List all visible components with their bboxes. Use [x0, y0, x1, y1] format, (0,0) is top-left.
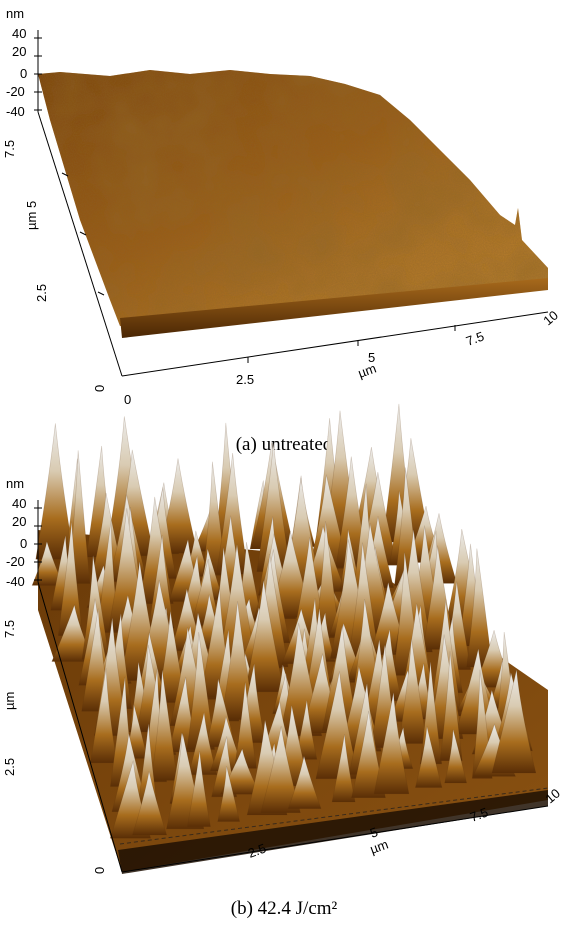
afm-spike: [148, 535, 175, 629]
z-tick: -20: [6, 554, 25, 569]
afm-spike: [256, 443, 291, 572]
y-tick: 2.5: [34, 284, 49, 302]
z-tick: 40: [12, 496, 26, 511]
afm-3d-plot-treated: nm 40 20 0 -20 -40 7.5 µm 2.5 0 2.5 5 µm…: [2, 403, 563, 874]
caption-treated: (b) 42.4 J/cm²: [230, 898, 338, 919]
afm-axes-untreated: [34, 30, 549, 377]
y-tick: 0: [92, 867, 107, 874]
afm-spike: [188, 712, 218, 775]
y-tick: 2.5: [2, 758, 17, 776]
afm-side-face-untreated: [120, 278, 548, 338]
y-axis-unit: µm: [24, 212, 39, 230]
afm-spike: [398, 638, 428, 744]
x-tick: 10: [540, 308, 561, 329]
afm-spike: [315, 521, 340, 638]
afm-3d-plot-untreated: nm 40 20 0 -20 -40 7.5 µm 5 2.5 0 0 2.5 …: [2, 6, 561, 407]
y-axis-unit: µm: [2, 692, 17, 710]
z-tick: 20: [12, 44, 26, 59]
z-tick: 40: [12, 26, 26, 41]
afm-spike: [158, 458, 198, 554]
y-tick: 7.5: [2, 620, 17, 638]
afm-spike-field: [31, 403, 537, 839]
afm-spike: [35, 423, 75, 560]
afm-spike: [90, 668, 118, 764]
x-tick: 2.5: [236, 372, 254, 387]
z-axis-unit: nm: [6, 476, 24, 491]
z-tick: -40: [6, 104, 25, 119]
afm-side-face-treated: [118, 790, 548, 874]
afm-panel-untreated: nm 40 20 0 -20 -40 7.5 µm 5 2.5 0 0 2.5 …: [0, 0, 568, 425]
afm-spike: [348, 542, 380, 658]
z-tick: 0: [20, 536, 27, 551]
afm-spike: [287, 756, 322, 809]
x-tick: 5: [368, 350, 375, 365]
afm-spike: [151, 669, 178, 781]
x-tick: 7.5: [468, 805, 490, 825]
afm-spike: [216, 452, 249, 575]
afm-spike: [244, 580, 285, 693]
afm-spike: [331, 734, 356, 803]
afm-spike: [444, 729, 468, 784]
afm-spike: [186, 632, 215, 750]
afm-spike: [234, 681, 257, 769]
afm-spike: [373, 692, 410, 795]
z-tick: -20: [6, 84, 25, 99]
afm-spike: [315, 671, 360, 780]
afm-spike: [414, 726, 443, 788]
x-axis-unit: µm: [368, 836, 390, 856]
z-tick: 20: [12, 514, 26, 529]
afm-spike: [491, 669, 537, 774]
afm-spike: [439, 651, 463, 762]
afm-axes-treated: [34, 500, 549, 873]
x-axis-unit: µm: [356, 360, 378, 380]
afm-panel-treated: nm 40 20 0 -20 -40 7.5 µm 2.5 0 2.5 5 µm…: [0, 403, 568, 890]
caption-untreated: (a) untreated: [235, 434, 333, 455]
y-tick: 5: [24, 201, 39, 208]
afm-spike: [132, 771, 168, 836]
afm-spike: [57, 521, 84, 636]
z-axis-unit: nm: [6, 6, 24, 21]
z-tick: 0: [20, 66, 27, 81]
afm-spike: [295, 700, 318, 760]
x-tick: 7.5: [464, 329, 486, 349]
afm-spike: [187, 751, 211, 827]
z-tick: -40: [6, 574, 25, 589]
x-tick: 5: [368, 824, 380, 841]
afm-spike: [466, 548, 493, 668]
y-tick: 0: [92, 385, 107, 392]
x-tick: 0: [124, 392, 131, 407]
afm-spike: [217, 765, 241, 822]
afm-spike: [68, 450, 91, 584]
y-tick: 7.5: [2, 140, 17, 158]
x-tick: 2.5: [246, 841, 268, 861]
